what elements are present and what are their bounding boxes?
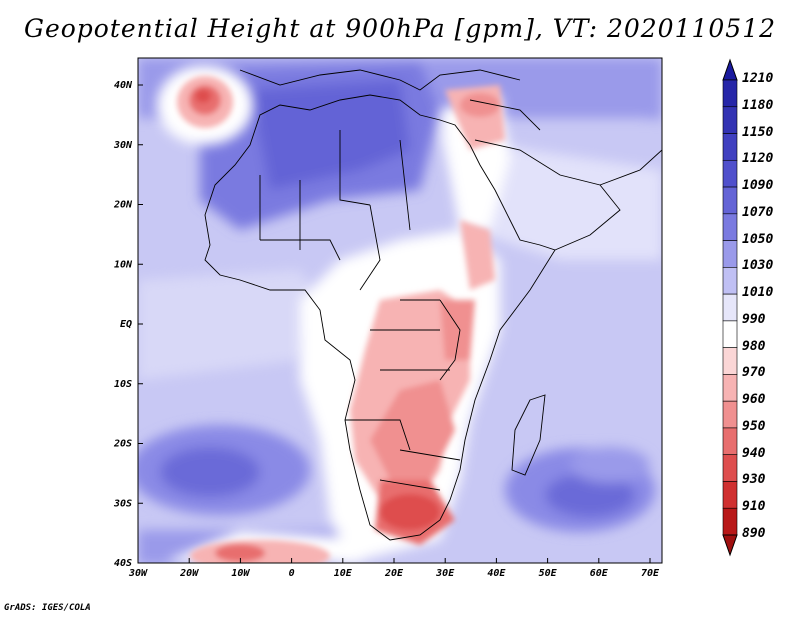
lat-label: 40N	[114, 80, 133, 91]
lat-label: 30S	[113, 498, 132, 509]
colorbar-level-label: 1070	[742, 204, 774, 220]
longitude-axis: 30W 20W 10W 0 10E 20E 30E 40E 50E 60E 70E	[128, 558, 660, 579]
height-field	[138, 58, 662, 563]
colorbar-swatch	[722, 320, 738, 348]
lat-label: 20N	[113, 200, 133, 211]
colorbar-swatch	[722, 427, 738, 456]
colorbar-swatch	[722, 133, 738, 161]
colorbar-swatch	[722, 106, 738, 134]
colorbar-level-label: 950	[742, 418, 766, 434]
colorbar-swatch	[722, 400, 738, 429]
colorbar-level-label: 890	[742, 526, 766, 541]
colorbar-level-label: 1120	[742, 151, 774, 167]
colorbar-level-label: 980	[742, 338, 766, 354]
colorbar-swatch	[722, 347, 738, 375]
colorbar-level-label: 1180	[742, 97, 774, 113]
colorbar-level-label: 1090	[742, 178, 774, 194]
lon-label: 30W	[128, 568, 148, 579]
lon-label: 20W	[179, 568, 199, 579]
colorbar-swatch	[722, 159, 738, 188]
colorbar-swatch	[722, 374, 738, 402]
colorbar-swatch	[722, 79, 738, 108]
lon-label: 60E	[590, 568, 609, 579]
colorbar-swatch	[722, 507, 738, 536]
lat-label: 40S	[114, 558, 132, 569]
coastlines	[204, 69, 662, 541]
colorbar-level-label: 910	[742, 499, 766, 515]
lon-label: 20E	[384, 568, 404, 579]
colorbar-level-label: 1150	[742, 124, 774, 140]
lat-label: 30N	[113, 140, 133, 151]
latitude-axis: 40N 30N 20N 10N EQ 10S 20S 30S 40S	[113, 80, 143, 569]
plot-frame	[137, 57, 663, 564]
footer-credit: GrADS: IGES/COLA	[4, 603, 91, 613]
colorbar-level-label: 1030	[742, 258, 774, 274]
colorbar-level-label: 930	[742, 472, 766, 488]
colorbar-level-label: 990	[742, 311, 766, 327]
colorbar-swatch	[722, 186, 738, 215]
lon-label: 70E	[641, 568, 660, 579]
colorbar-bottom-arrow	[722, 534, 738, 557]
colorbar-swatch	[722, 267, 738, 295]
lat-label: 20S	[113, 439, 132, 450]
colorbar-level-label: 1210	[742, 71, 774, 86]
lat-label: EQ	[120, 319, 132, 330]
lon-label: 10E	[334, 568, 353, 579]
colorbar-swatch	[722, 240, 738, 268]
lat-label: 10S	[114, 379, 132, 390]
colorbar-level-label: 1050	[742, 231, 774, 247]
map-title: Geopotential Height at 900hPa [gpm], VT:…	[23, 14, 777, 43]
colorbar-level-label: 970	[742, 365, 766, 381]
colorbar-level-label: 940	[742, 445, 766, 461]
lon-label: 50E	[539, 568, 558, 579]
colorbar-level-label: 1010	[742, 285, 774, 301]
lat-label: 10N	[114, 259, 133, 270]
colorbar-swatch	[722, 481, 738, 509]
lon-label: 30E	[435, 568, 455, 579]
lon-label: 40E	[487, 568, 506, 579]
colorbar	[722, 58, 738, 557]
colorbar-swatch	[722, 213, 738, 241]
lon-label: 10W	[231, 568, 250, 579]
lon-label: 0	[289, 568, 295, 579]
colorbar-swatch	[722, 293, 738, 322]
colorbar-swatch	[722, 454, 738, 482]
colorbar-level-label: 960	[742, 392, 766, 408]
colorbar-top-arrow	[722, 58, 738, 81]
